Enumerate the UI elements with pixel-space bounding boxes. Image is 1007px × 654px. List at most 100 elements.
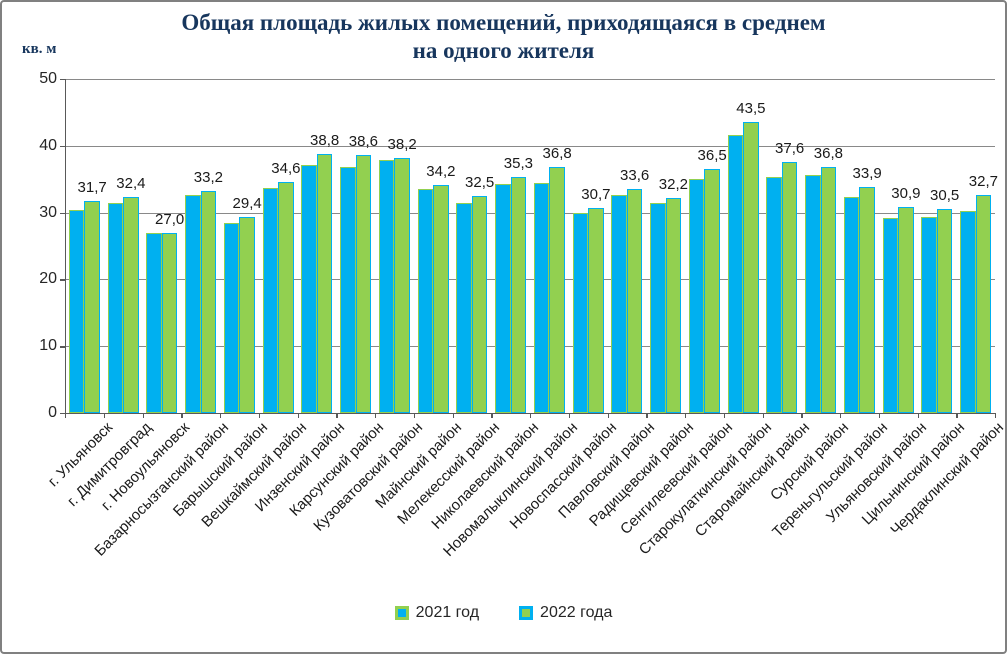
value-label: 32,4 bbox=[116, 174, 146, 192]
y-tick-mark-20 bbox=[60, 279, 65, 281]
x-tick-mark bbox=[956, 413, 958, 418]
x-tick-mark bbox=[530, 413, 532, 418]
y-tick-mark-50 bbox=[60, 79, 65, 81]
value-label: 32,5 bbox=[465, 173, 495, 191]
bar-2022 bbox=[394, 157, 410, 413]
y-tick-label-20: 20 bbox=[39, 270, 57, 288]
chart-title-line2: на одного жителя bbox=[412, 38, 595, 63]
y-tick-label-30: 30 bbox=[39, 203, 57, 221]
bar-2021 bbox=[650, 203, 666, 413]
x-tick-mark bbox=[336, 413, 338, 418]
x-tick-mark bbox=[220, 413, 222, 418]
y-tick-label-0: 0 bbox=[48, 404, 57, 421]
bar-2022 bbox=[859, 186, 875, 413]
bar-2022 bbox=[239, 216, 255, 413]
x-tick-mark bbox=[762, 413, 764, 418]
bar-2022 bbox=[975, 194, 992, 413]
bar-2022 bbox=[588, 207, 604, 413]
bar-2022 bbox=[510, 177, 527, 413]
value-label: 35,3 bbox=[503, 155, 533, 173]
value-label: 30,5 bbox=[930, 187, 960, 205]
legend-marker-2022 bbox=[519, 606, 534, 620]
value-label: 31,7 bbox=[77, 179, 107, 197]
legend-marker-2021 bbox=[394, 606, 409, 620]
x-tick-mark bbox=[258, 413, 261, 418]
value-label: 27,0 bbox=[155, 210, 185, 228]
bar-2022 bbox=[123, 196, 139, 413]
y-axis-line bbox=[65, 79, 67, 413]
value-label: 30,7 bbox=[581, 185, 611, 203]
bar-2022 bbox=[355, 155, 372, 413]
chart-title-line1: Общая площадь жилых помещений, приходяща… bbox=[181, 10, 826, 35]
gridline-40 bbox=[65, 145, 995, 147]
bar-2021 bbox=[262, 187, 279, 413]
value-label: 37,6 bbox=[775, 139, 805, 157]
bar-2021 bbox=[223, 222, 240, 413]
bar-2021 bbox=[960, 211, 976, 413]
y-tick-label-50: 50 bbox=[39, 70, 57, 87]
bar-2022 bbox=[898, 206, 914, 413]
x-tick-mark bbox=[607, 413, 609, 418]
x-tick-mark bbox=[375, 413, 377, 418]
bar-2022 bbox=[278, 181, 294, 413]
bar-2021 bbox=[727, 135, 744, 413]
y-tick-label-10: 10 bbox=[39, 337, 57, 355]
value-label: 29,4 bbox=[232, 194, 262, 212]
legend-item-2021: 2021 год bbox=[394, 604, 479, 622]
bar-2021 bbox=[185, 194, 201, 413]
bar-2021 bbox=[572, 213, 589, 413]
x-tick-mark bbox=[723, 413, 726, 418]
bar-2021 bbox=[417, 189, 434, 413]
gridline-10 bbox=[65, 346, 995, 348]
bar-2022 bbox=[704, 169, 720, 413]
gridline-20 bbox=[65, 279, 995, 281]
bar-2022 bbox=[626, 188, 643, 413]
x-tick-mark bbox=[995, 413, 997, 418]
bar-2021 bbox=[766, 177, 782, 413]
x-tick-mark bbox=[103, 413, 106, 418]
gridline-30 bbox=[65, 212, 995, 214]
bar-2021 bbox=[843, 197, 860, 413]
bar-2021 bbox=[340, 166, 356, 413]
value-label: 36,8 bbox=[813, 145, 843, 163]
bar-2021 bbox=[495, 183, 511, 413]
y-tick-mark-0 bbox=[60, 413, 65, 415]
value-label: 32,2 bbox=[658, 175, 688, 193]
bar-2021 bbox=[611, 194, 627, 413]
y-axis-unit-label: кв. м bbox=[22, 41, 57, 57]
value-label: 33,6 bbox=[620, 166, 650, 184]
x-tick-mark bbox=[840, 413, 842, 418]
x-tick-mark bbox=[646, 413, 648, 418]
value-label: 30,9 bbox=[891, 184, 921, 202]
x-tick-mark bbox=[452, 413, 454, 418]
value-label: 36,8 bbox=[542, 145, 572, 163]
x-axis-line bbox=[65, 413, 997, 415]
y-tick-mark-40 bbox=[60, 145, 65, 148]
x-tick-mark bbox=[65, 413, 67, 418]
bar-2022 bbox=[433, 184, 449, 413]
bar-2022 bbox=[820, 167, 837, 413]
x-tick-mark bbox=[568, 413, 571, 418]
bar-2021 bbox=[882, 217, 899, 413]
value-label: 32,7 bbox=[968, 172, 998, 190]
y-tick-label-40: 40 bbox=[39, 136, 57, 154]
bar-2022 bbox=[84, 201, 100, 413]
bar-2022 bbox=[549, 167, 565, 413]
value-label: 34,2 bbox=[426, 162, 456, 180]
bar-2021 bbox=[533, 183, 550, 413]
value-label: 38,2 bbox=[387, 135, 417, 153]
x-tick-mark bbox=[142, 413, 144, 418]
bar-2022 bbox=[781, 161, 798, 413]
value-label: 38,8 bbox=[310, 131, 340, 149]
bar-2021 bbox=[456, 202, 472, 413]
bar-2021 bbox=[146, 233, 162, 413]
bar-2022 bbox=[200, 191, 217, 413]
value-label: 43,5 bbox=[736, 100, 766, 118]
value-label: 36,5 bbox=[697, 147, 727, 165]
bar-2022 bbox=[161, 232, 178, 413]
x-tick-mark bbox=[413, 413, 416, 418]
x-tick-mark bbox=[801, 413, 803, 418]
x-tick-mark bbox=[491, 413, 493, 418]
y-tick-mark-30 bbox=[60, 212, 65, 214]
